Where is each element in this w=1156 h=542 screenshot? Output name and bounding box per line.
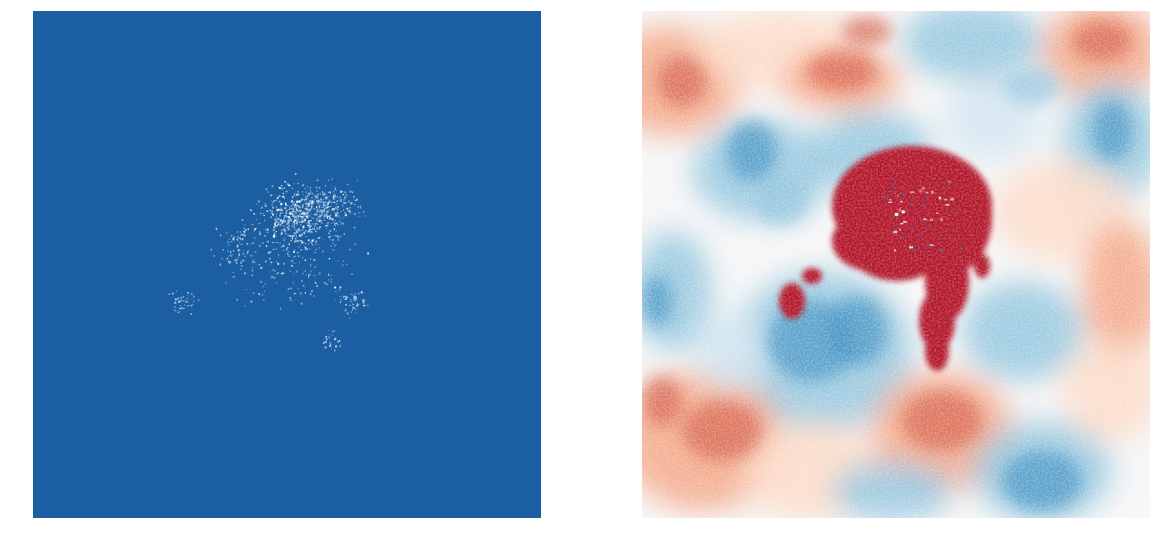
left-image-panel — [33, 11, 541, 518]
speckle-layer — [168, 173, 369, 352]
diverging-field-image — [642, 11, 1150, 518]
sparse-scatter-image — [33, 11, 541, 518]
left-background — [33, 11, 541, 518]
right-image-panel — [642, 11, 1150, 518]
